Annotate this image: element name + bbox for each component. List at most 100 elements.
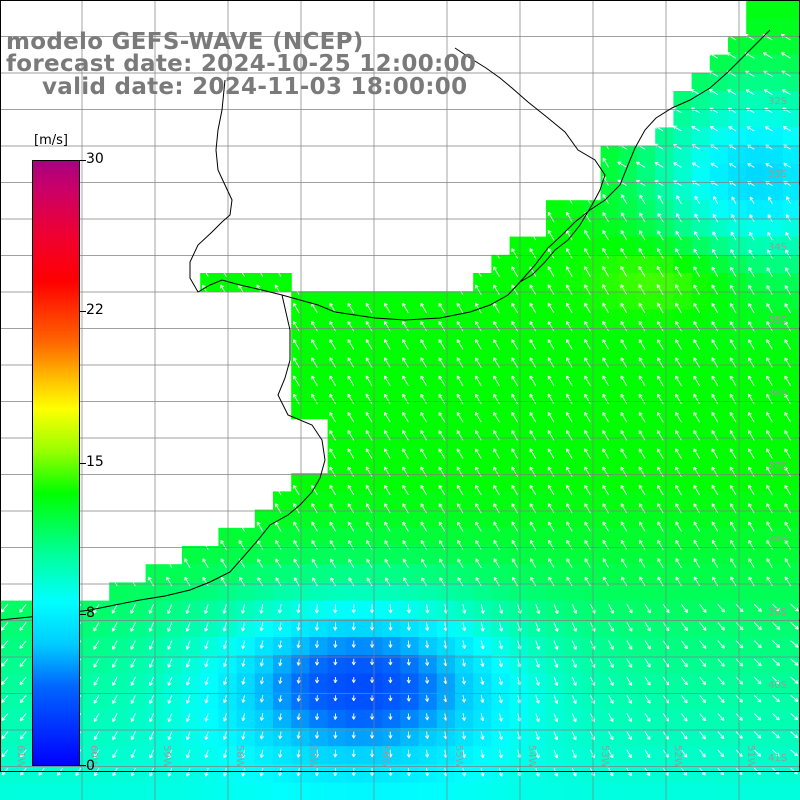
wind-arrow — [699, 658, 707, 668]
wind-arrow — [149, 713, 155, 723]
wind-cell — [364, 345, 383, 365]
wind-cell — [782, 18, 800, 37]
wind-cell — [728, 600, 747, 620]
wind-arrow — [329, 466, 336, 478]
wind-cell — [546, 364, 565, 383]
wind-cell — [709, 618, 729, 638]
wind-cell — [582, 618, 602, 638]
wind-cell — [673, 182, 693, 201]
wind-cell — [436, 455, 456, 474]
wind-cell — [764, 163, 784, 183]
wind-arrow — [329, 393, 336, 405]
wind-cell — [764, 182, 784, 201]
wind-arrow — [166, 558, 173, 569]
wind-arrow — [608, 731, 614, 741]
wind-arrow — [438, 540, 446, 550]
wind-arrow — [638, 411, 646, 423]
wind-arrow — [766, 521, 773, 532]
wind-arrow — [330, 577, 336, 587]
wind-arrow — [351, 713, 356, 720]
wind-cell — [509, 509, 529, 529]
wind-cell — [709, 728, 729, 747]
wind-cell — [418, 436, 438, 456]
wind-cell — [637, 637, 656, 656]
wind-arrow — [259, 658, 264, 667]
wind-arrow — [748, 558, 755, 569]
wind-arrow — [475, 558, 482, 569]
wind-arrow — [184, 576, 191, 587]
wind-cell — [746, 655, 765, 674]
wind-arrow — [729, 339, 737, 350]
wind-arrow — [129, 576, 136, 587]
wind-cell — [655, 782, 674, 800]
wind-cell — [527, 473, 547, 492]
wind-cell — [764, 782, 784, 800]
wind-arrow — [602, 484, 609, 496]
wind-arrow — [529, 393, 537, 405]
lat-label: 41S — [768, 753, 787, 764]
wind-arrow — [130, 767, 136, 777]
wind-arrow — [656, 466, 664, 478]
wind-arrow — [493, 320, 500, 332]
wind-arrow — [461, 749, 467, 758]
wind-arrow — [19, 713, 27, 722]
wind-arrow — [347, 375, 355, 387]
wind-cell — [527, 673, 547, 693]
wind-arrow — [383, 411, 391, 423]
wind-cell — [327, 473, 347, 492]
wind-arrow — [351, 640, 356, 648]
wind-arrow — [790, 694, 799, 702]
wind-cell — [36, 764, 56, 784]
wind-arrow — [571, 622, 577, 632]
wind-cell — [546, 455, 565, 474]
wind-cell — [709, 327, 729, 347]
wind-arrow — [204, 695, 209, 704]
wind-arrow — [717, 694, 725, 703]
wind-cell — [236, 691, 256, 711]
wind-arrow — [222, 713, 227, 722]
wind-cell — [291, 764, 310, 784]
wind-cell — [691, 782, 711, 800]
wind-arrow — [438, 339, 446, 350]
wind-cell — [709, 582, 729, 602]
wind-cell — [236, 764, 256, 784]
wind-arrow — [167, 695, 173, 704]
wind-cell — [746, 36, 765, 56]
wind-arrow — [456, 320, 464, 332]
wind-cell — [491, 309, 511, 329]
wind-cell — [618, 200, 638, 219]
wind-arrow — [456, 503, 464, 514]
wind-arrow — [608, 658, 614, 668]
wind-arrow — [767, 231, 773, 241]
wind-cell — [527, 436, 547, 456]
wind-arrow — [93, 676, 100, 686]
wind-arrow — [675, 430, 682, 441]
wind-arrow — [730, 576, 737, 587]
wind-cell — [637, 291, 656, 310]
wind-arrow — [480, 640, 485, 650]
wind-cell — [637, 309, 656, 329]
wind-arrow — [626, 676, 633, 686]
wind-cell — [600, 400, 620, 420]
wind-arrow — [438, 302, 446, 314]
wind-arrow — [675, 503, 682, 514]
wind-cell — [382, 691, 401, 711]
wind-cell — [236, 637, 256, 656]
wind-cell — [546, 709, 565, 729]
wind-arrow — [784, 411, 791, 423]
wind-cell — [600, 345, 620, 365]
wind-arrow — [735, 603, 744, 613]
wind-arrow — [620, 302, 628, 314]
wind-arrow — [730, 558, 737, 569]
wind-arrow — [420, 302, 427, 314]
wind-cell — [291, 673, 310, 693]
wind-cell — [564, 673, 583, 693]
wind-arrow — [644, 640, 651, 650]
wind-arrow — [566, 193, 573, 205]
wind-cell — [691, 345, 711, 365]
wind-cell — [746, 491, 765, 511]
wind-arrow — [699, 694, 707, 704]
wind-cell — [127, 746, 147, 765]
wind-arrow — [566, 211, 573, 223]
wind-arrow — [547, 266, 555, 277]
